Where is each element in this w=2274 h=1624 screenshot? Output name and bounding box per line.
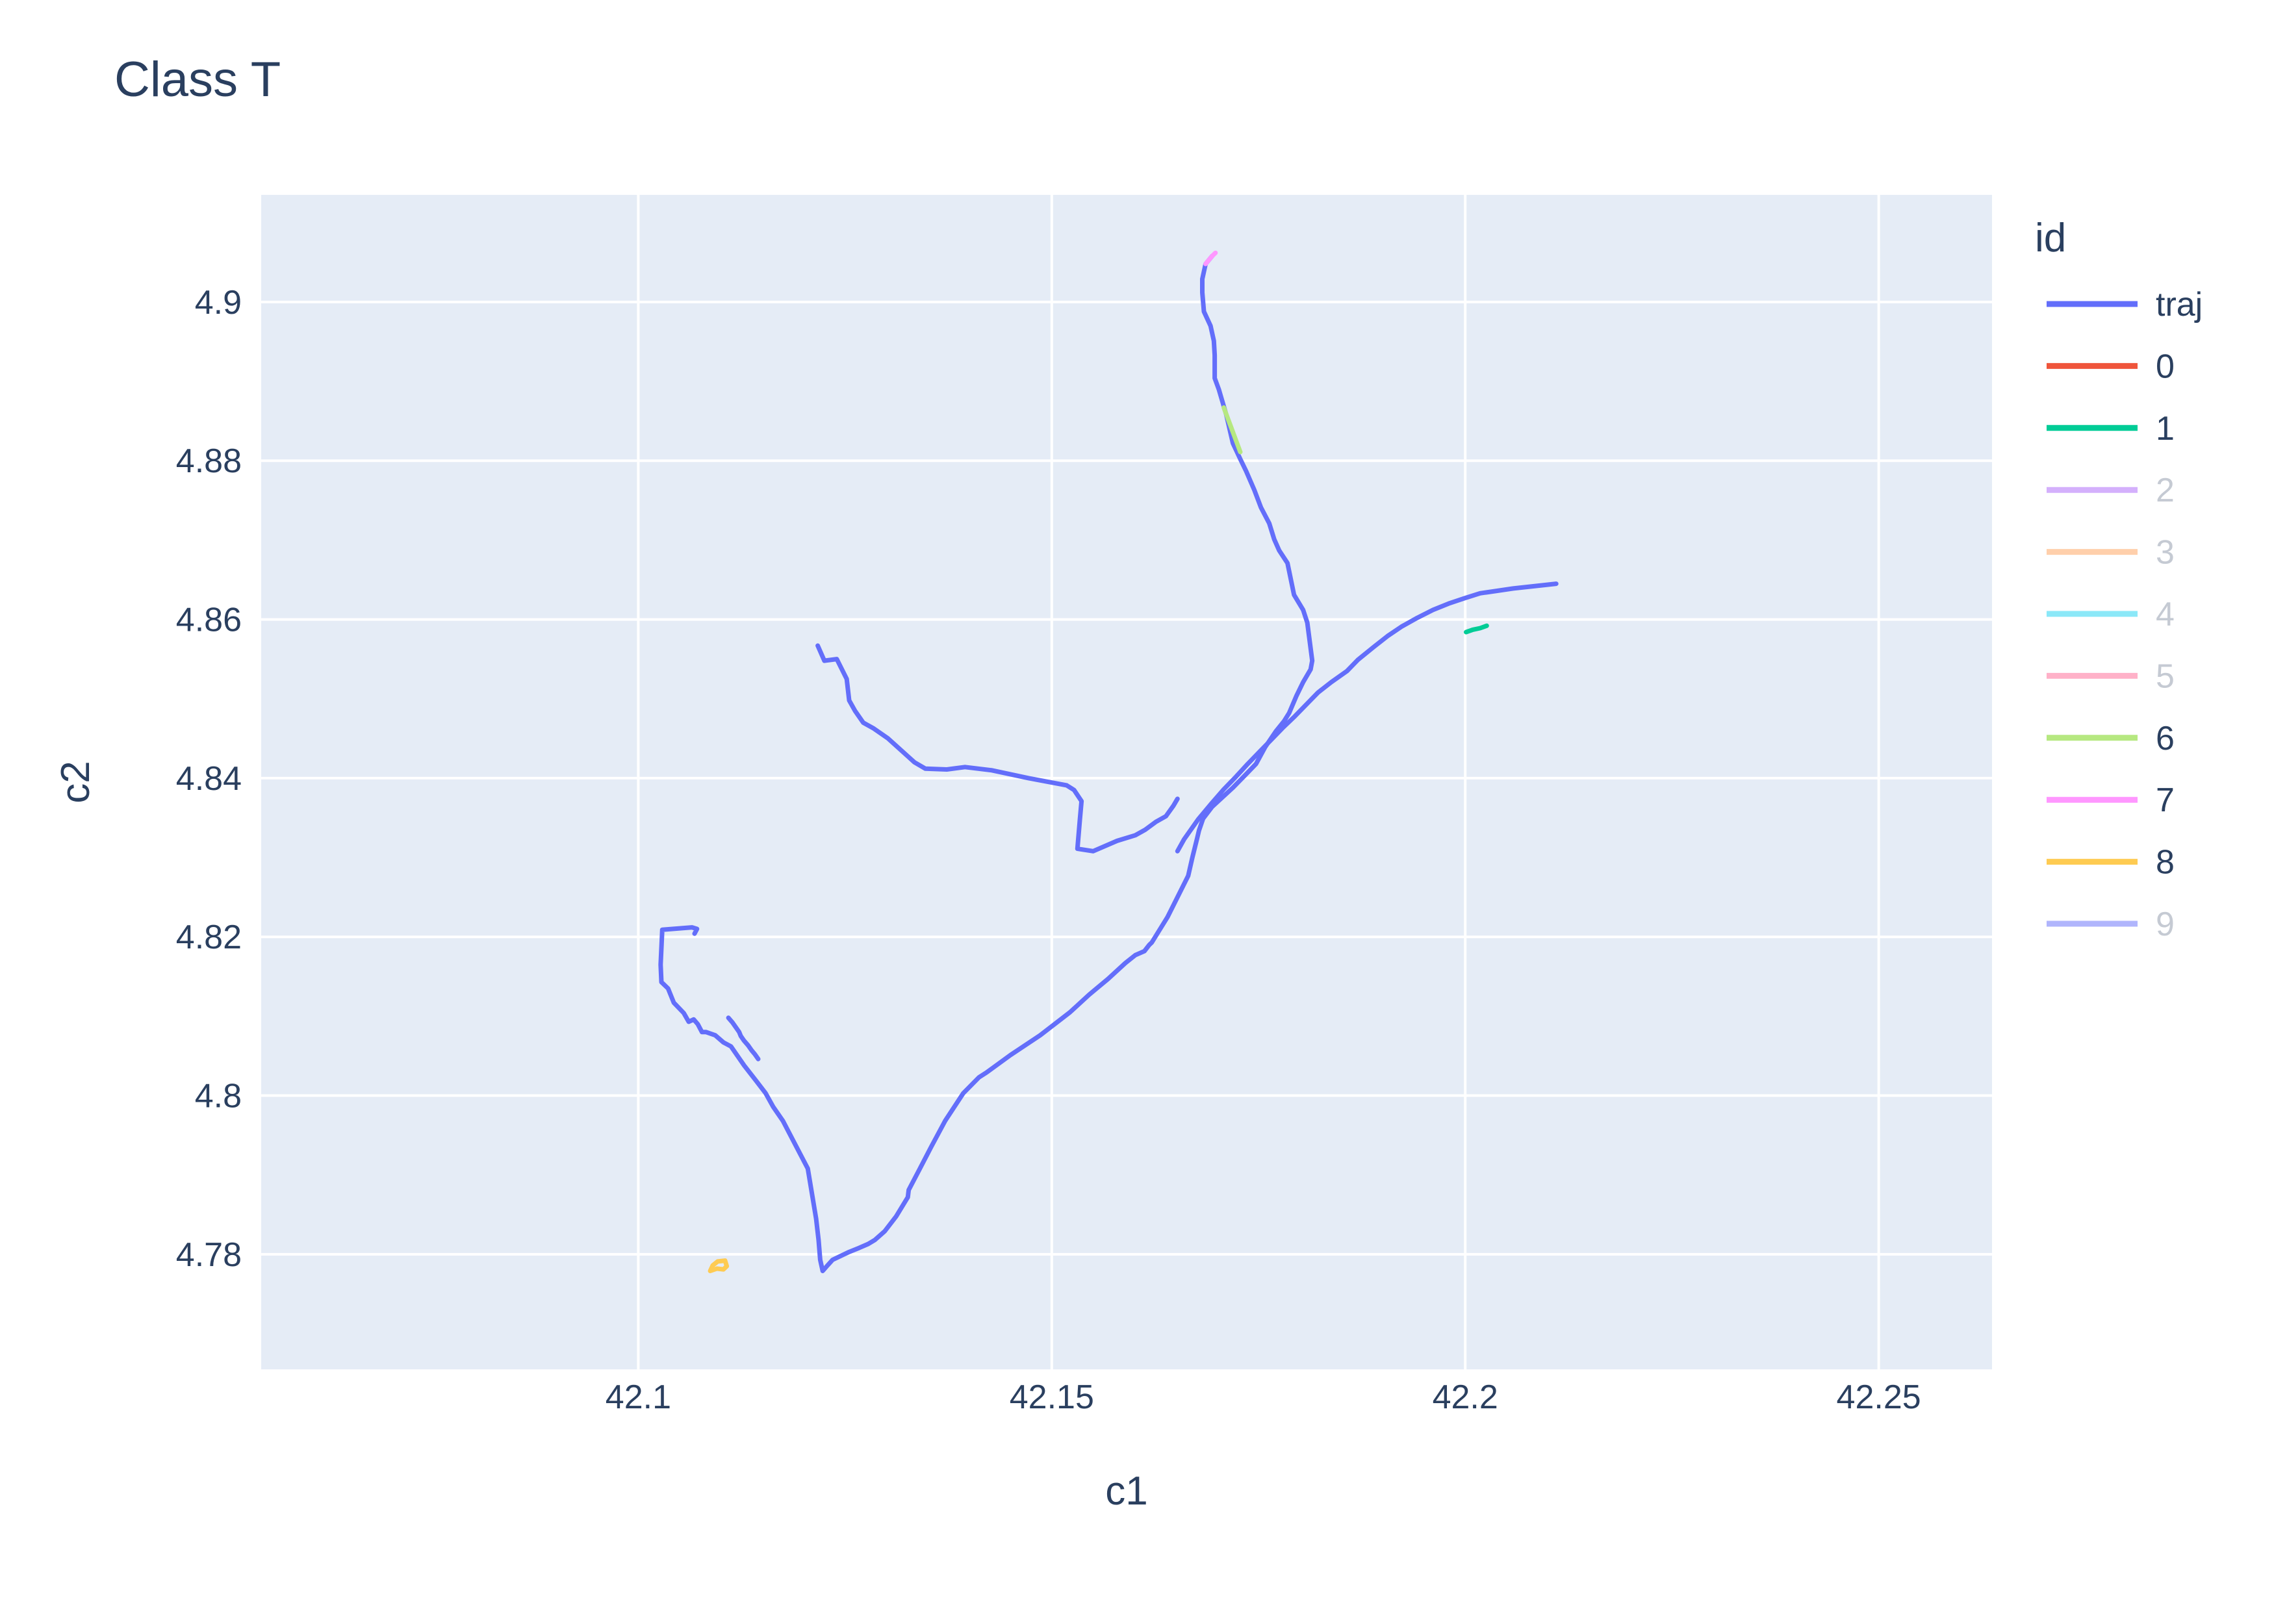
legend-label: 9 — [2156, 906, 2175, 943]
y-tick-label: 4.84 — [176, 760, 242, 798]
y-tick-label: 4.82 — [176, 919, 242, 956]
legend-label: 3 — [2156, 534, 2175, 572]
series-line-traj-segment-1 — [726, 1015, 761, 1061]
legend: id traj 0 1 2 3 4 5 6 7 8 9 — [2035, 216, 2203, 943]
series-line-traj-segment-2 — [815, 643, 1180, 854]
series-line-7 — [1203, 250, 1218, 266]
legend-item-8[interactable]: 8 — [2047, 844, 2175, 882]
y-tick-label: 4.78 — [176, 1236, 242, 1274]
legend-title: id — [2035, 216, 2066, 260]
legend-label: 0 — [2156, 348, 2175, 385]
x-axis-title: c1 — [1105, 1469, 1147, 1514]
legend-item-2[interactable]: 2 — [2047, 472, 2175, 509]
legend-label: 2 — [2156, 472, 2175, 509]
x-tick-label: 42.15 — [1010, 1378, 1094, 1416]
legend-label: 8 — [2156, 844, 2175, 882]
y-gridlines — [261, 300, 1992, 1256]
x-tick-label: 42.25 — [1837, 1378, 1921, 1416]
y-tick-labels: 4.78 4.8 4.82 4.84 4.86 4.88 4.9 — [176, 284, 242, 1274]
legend-item-6[interactable]: 6 — [2047, 720, 2175, 757]
legend-item-5[interactable]: 5 — [2047, 657, 2175, 695]
legend-label: 5 — [2156, 657, 2175, 695]
series-line-6 — [1221, 405, 1243, 455]
legend-label: 7 — [2156, 781, 2175, 819]
legend-item-1[interactable]: 1 — [2047, 410, 2175, 448]
y-tick-label: 4.8 — [195, 1078, 242, 1115]
legend-item-0[interactable]: 0 — [2047, 348, 2175, 385]
trace-layer — [658, 250, 1559, 1273]
x-tick-labels: 42.1 42.15 42.2 42.25 — [606, 1378, 1921, 1416]
series-line-1 — [1464, 623, 1489, 635]
x-tick-label: 42.2 — [1433, 1378, 1498, 1416]
y-tick-label: 4.9 — [195, 284, 242, 322]
legend-item-7[interactable]: 7 — [2047, 781, 2175, 819]
legend-item-9[interactable]: 9 — [2047, 906, 2175, 943]
y-tick-label: 4.86 — [176, 602, 242, 639]
legend-label: 6 — [2156, 720, 2175, 757]
legend-label: 4 — [2156, 596, 2175, 633]
series-line-traj — [658, 253, 1315, 1273]
series-line-8 — [708, 1258, 730, 1273]
plot-area — [261, 195, 1992, 1369]
legend-item-traj[interactable]: traj — [2047, 286, 2203, 324]
y-axis-title: c2 — [53, 761, 98, 803]
legend-label: traj — [2156, 286, 2203, 324]
series-line-traj-segment-3 — [1175, 581, 1559, 854]
y-tick-label: 4.88 — [176, 442, 242, 480]
legend-item-3[interactable]: 3 — [2047, 534, 2175, 572]
chart-title: Class T — [114, 52, 281, 107]
legend-item-4[interactable]: 4 — [2047, 596, 2175, 633]
legend-label: 1 — [2156, 410, 2175, 448]
x-tick-label: 42.1 — [606, 1378, 671, 1416]
